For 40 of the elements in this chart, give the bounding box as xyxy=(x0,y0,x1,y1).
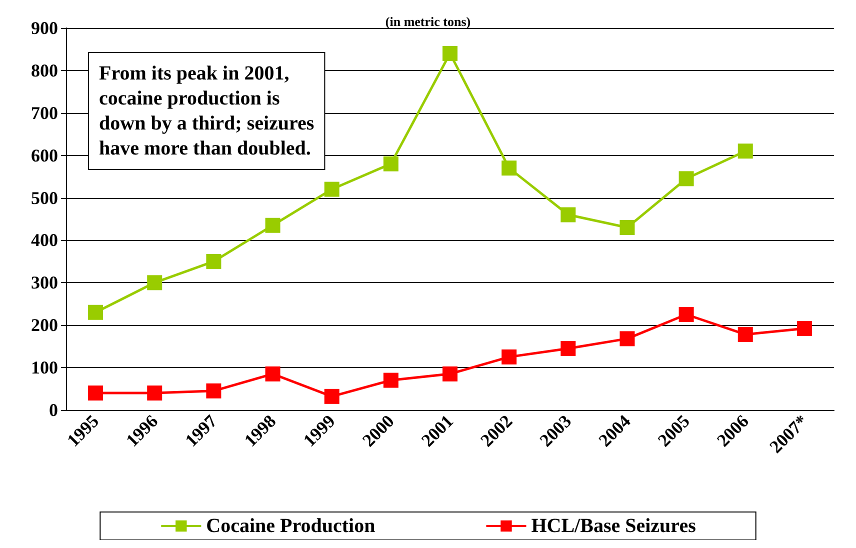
y-tick-label: 300 xyxy=(31,272,58,293)
y-tick-label: 800 xyxy=(31,60,58,80)
point xyxy=(620,220,635,235)
point xyxy=(324,182,340,197)
x-tick-label: 1999 xyxy=(299,410,339,451)
point xyxy=(502,349,517,364)
legend-label: HCL/Base Seizures xyxy=(531,515,696,537)
point xyxy=(502,160,517,176)
annotation: From its peak in 2001, cocaine production is down by a third; seizures have more than doubled. xyxy=(99,62,314,160)
point xyxy=(206,254,222,269)
point xyxy=(265,218,280,233)
point xyxy=(324,388,340,404)
point xyxy=(620,331,635,346)
y-tick-label: 700 xyxy=(31,102,58,123)
legend-label: Cocaine Production xyxy=(206,515,376,537)
point xyxy=(560,207,576,222)
point xyxy=(738,144,753,159)
point xyxy=(442,366,458,382)
point xyxy=(88,304,104,320)
y-tick-label: 0 xyxy=(49,400,58,420)
point xyxy=(560,340,576,356)
point xyxy=(796,321,812,336)
point xyxy=(383,372,398,388)
point xyxy=(265,366,280,382)
point xyxy=(738,326,753,342)
point xyxy=(678,307,694,322)
y-tick-label: 100 xyxy=(31,358,58,378)
y-tick-label: 400 xyxy=(31,230,58,250)
y-tick-label: 600 xyxy=(31,145,58,166)
y-tick-label: 500 xyxy=(31,188,58,208)
y-tick-label: 200 xyxy=(31,315,58,336)
point xyxy=(147,275,162,290)
point xyxy=(442,46,458,61)
point xyxy=(206,383,222,398)
chart-subtitle: (in metric tons) xyxy=(385,14,471,29)
point xyxy=(383,156,398,172)
point xyxy=(88,386,104,401)
point xyxy=(678,171,694,186)
point xyxy=(147,386,162,401)
y-tick-label: 900 xyxy=(31,18,58,38)
